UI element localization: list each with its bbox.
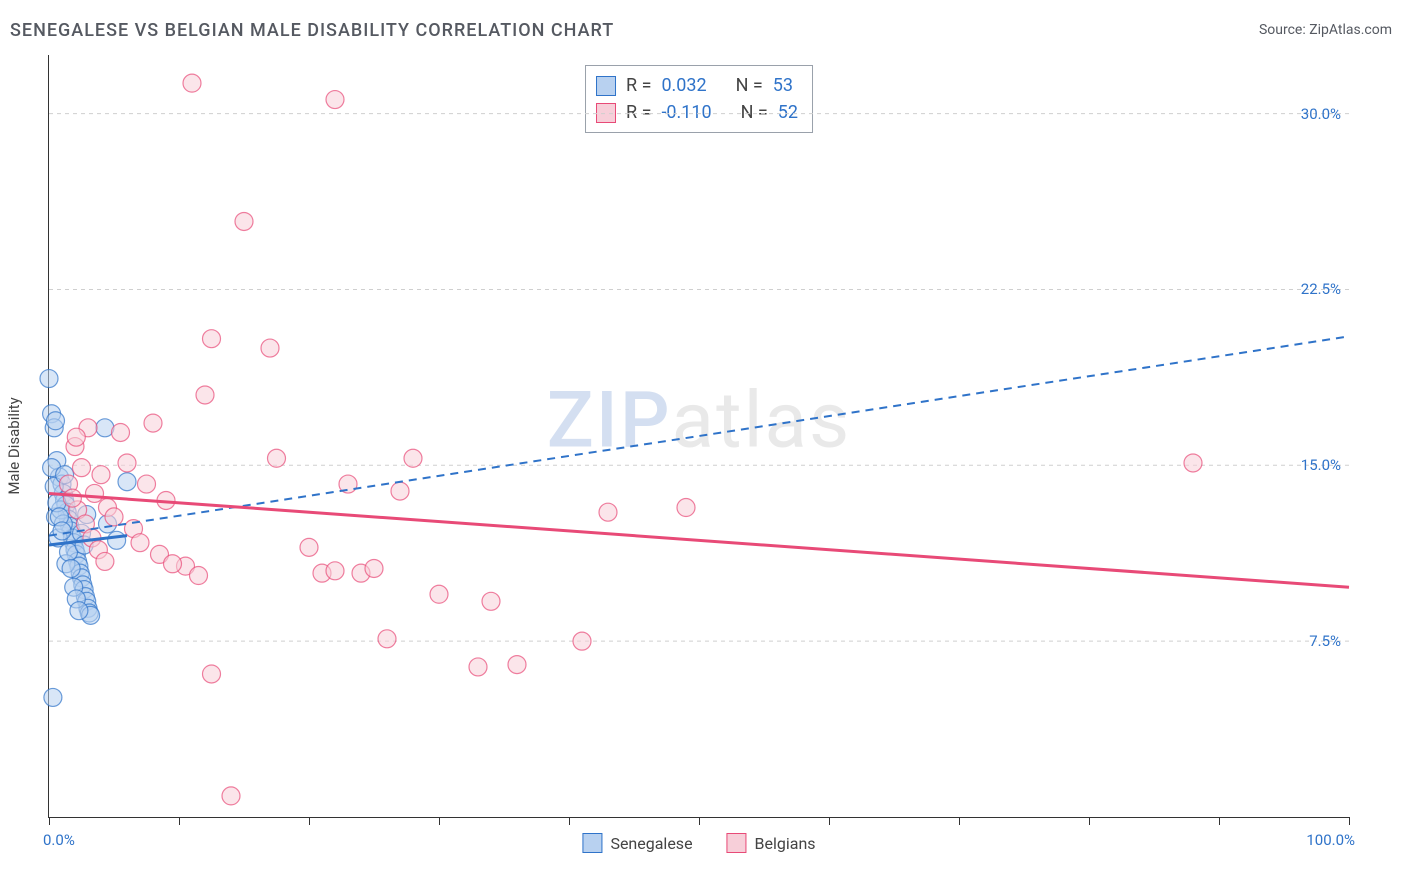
x-axis-start-label: 0.0% (43, 831, 75, 849)
data-point-belgians (222, 787, 240, 805)
source-label: Source: ZipAtlas.com (1259, 22, 1392, 38)
data-point-belgians (112, 423, 130, 441)
x-axis-end-label: 100.0% (1306, 831, 1355, 849)
x-tick (49, 817, 50, 825)
data-point-belgians (138, 475, 156, 493)
trend-line (49, 336, 1349, 535)
swatch-belgians-icon (727, 833, 747, 853)
x-tick (1089, 817, 1090, 825)
data-point-senegalese (118, 473, 136, 491)
swatch-senegalese-icon (582, 833, 602, 853)
data-point-belgians (300, 538, 318, 556)
legend-item-senegalese: Senegalese (582, 833, 692, 853)
data-point-belgians (430, 585, 448, 603)
data-point-senegalese (70, 602, 88, 620)
data-point-belgians (203, 665, 221, 683)
data-point-belgians (96, 552, 114, 570)
data-point-belgians (365, 559, 383, 577)
data-point-belgians (73, 459, 91, 477)
data-point-senegalese (53, 522, 71, 540)
x-tick (829, 817, 830, 825)
legend-label-senegalese: Senegalese (610, 834, 692, 853)
data-point-belgians (86, 484, 104, 502)
y-tick-label: 22.5% (1301, 280, 1341, 298)
data-point-belgians (482, 592, 500, 610)
x-tick (569, 817, 570, 825)
data-point-belgians (261, 339, 279, 357)
data-point-belgians (404, 449, 422, 467)
data-point-belgians (67, 428, 85, 446)
x-tick (1219, 817, 1220, 825)
data-point-belgians (599, 503, 617, 521)
data-point-belgians (235, 212, 253, 230)
data-point-belgians (573, 632, 591, 650)
chart-container: SENEGALESE VS BELGIAN MALE DISABILITY CO… (0, 0, 1406, 892)
data-point-belgians (118, 454, 136, 472)
x-tick (1349, 817, 1350, 825)
data-point-senegalese (40, 370, 58, 388)
data-point-belgians (92, 466, 110, 484)
legend-label-belgians: Belgians (755, 834, 816, 853)
data-point-belgians (326, 91, 344, 109)
data-point-belgians (164, 555, 182, 573)
data-point-belgians (326, 562, 344, 580)
x-tick (699, 817, 700, 825)
data-point-belgians (131, 534, 149, 552)
chart-title: SENEGALESE VS BELGIAN MALE DISABILITY CO… (10, 20, 614, 41)
data-point-belgians (190, 567, 208, 585)
data-point-belgians (144, 414, 162, 432)
data-point-senegalese (44, 688, 62, 706)
data-point-belgians (203, 330, 221, 348)
data-point-senegalese (47, 412, 65, 430)
data-point-belgians (268, 449, 286, 467)
x-tick (179, 817, 180, 825)
data-point-belgians (63, 489, 81, 507)
y-axis-label: Male Disability (5, 397, 23, 494)
legend-item-belgians: Belgians (727, 833, 816, 853)
trend-line (49, 493, 1349, 587)
data-point-belgians (677, 499, 695, 517)
data-point-belgians (105, 508, 123, 526)
x-tick (959, 817, 960, 825)
y-tick-label: 7.5% (1309, 632, 1341, 650)
data-point-belgians (508, 656, 526, 674)
y-tick-label: 30.0% (1301, 105, 1341, 123)
x-tick (309, 817, 310, 825)
bottom-legend: Senegalese Belgians (582, 833, 815, 853)
scatter-svg (49, 55, 1349, 817)
data-point-belgians (391, 482, 409, 500)
data-point-belgians (1184, 454, 1202, 472)
data-point-senegalese (108, 531, 126, 549)
data-point-belgians (469, 658, 487, 676)
data-point-belgians (196, 386, 214, 404)
data-point-belgians (183, 74, 201, 92)
x-tick (439, 817, 440, 825)
data-point-senegalese (62, 559, 80, 577)
y-tick-label: 15.0% (1301, 456, 1341, 474)
data-point-belgians (378, 630, 396, 648)
plot-area: ZIPatlas R = 0.032 N = 53 R = -0.110 N =… (48, 55, 1349, 818)
